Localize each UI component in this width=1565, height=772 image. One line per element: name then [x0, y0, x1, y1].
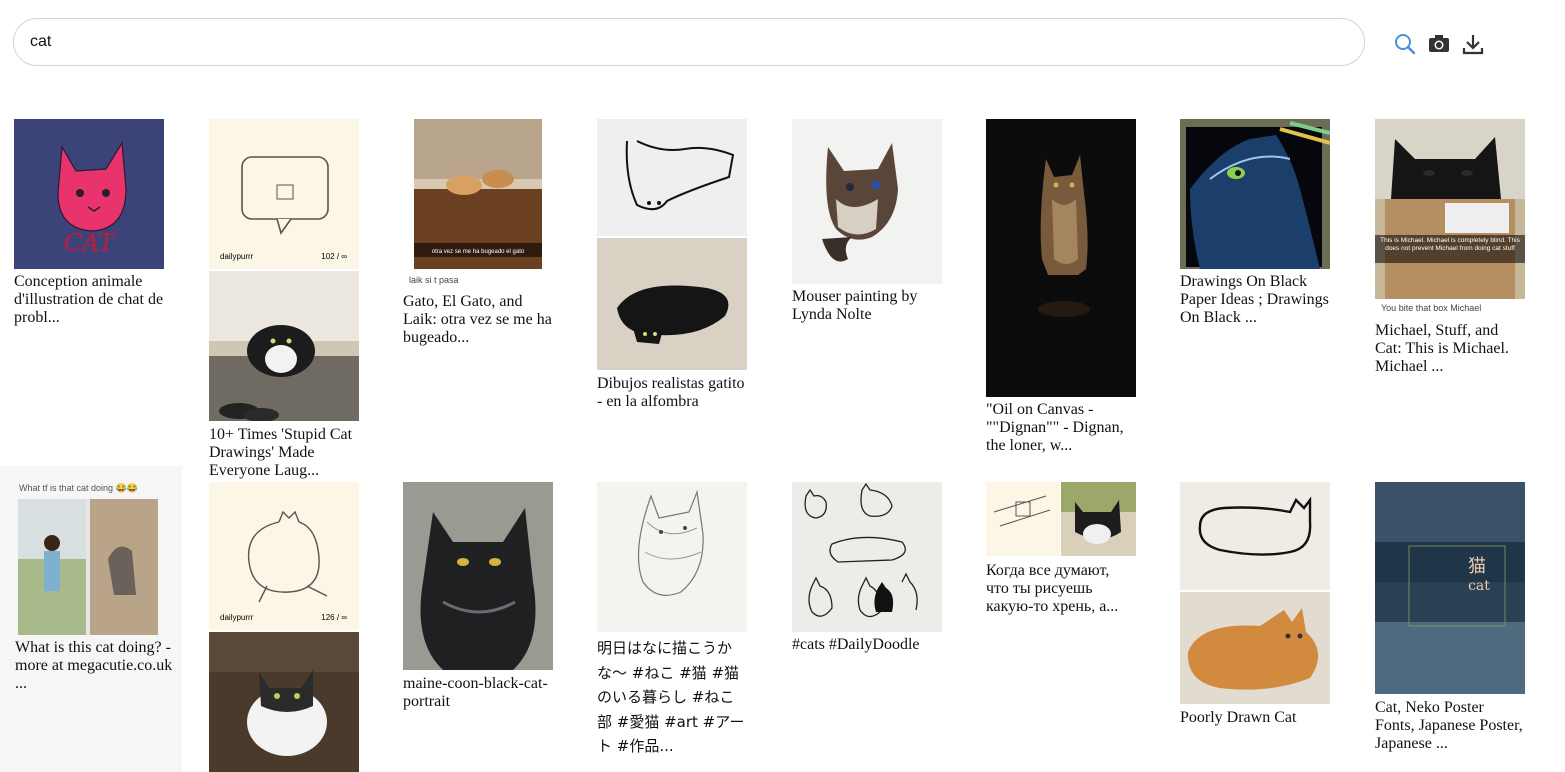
image-count: 102 / ∞ — [321, 252, 347, 261]
result-caption[interactable]: Gato, El Gato, and Laik: otra vez se me … — [403, 293, 552, 346]
result-caption[interactable]: "Oil on Canvas - ""Dignan"" - Dignan, th… — [986, 401, 1124, 454]
result-image[interactable] — [986, 119, 1136, 397]
result-image[interactable]: 猫 cat — [1375, 482, 1525, 694]
download-icon — [1461, 32, 1485, 56]
result-image[interactable] — [986, 482, 1060, 556]
result-image[interactable] — [209, 632, 359, 772]
search-button[interactable] — [1391, 30, 1419, 58]
result-image[interactable]: otra vez se me ha bugeado el gato — [414, 119, 542, 269]
image-text: What tf is that cat doing 😂😂 — [19, 483, 138, 493]
result-caption[interactable]: 明日はなに描こうかな〜 #ねこ #猫 #猫のいる暮らし #ねこ部 #愛猫 #ar… — [597, 639, 745, 755]
result-caption[interactable]: Cat, Neko Poster Fonts, Japanese Poster,… — [1375, 699, 1523, 752]
result-image[interactable]: dailypurrr 126 / ∞ — [209, 482, 359, 630]
camera-search-button[interactable] — [1425, 30, 1453, 58]
result-image[interactable]: dailypurrr 102 / ∞ — [209, 119, 359, 269]
image-count: 126 / ∞ — [321, 613, 347, 622]
result-image[interactable] — [597, 238, 747, 370]
result-caption[interactable]: Когда все думают, что ты рисуешь какую-т… — [986, 562, 1119, 615]
result-caption[interactable]: #cats #DailyDoodle — [792, 636, 920, 653]
image-watermark: dailypurrr — [220, 613, 254, 622]
result-caption[interactable]: Conception animale d'illustration de cha… — [14, 273, 164, 326]
result-image[interactable] — [792, 119, 942, 284]
image-text: This is Michael. Michael is completely b… — [1380, 237, 1520, 252]
result-image[interactable]: CAT — [14, 119, 164, 269]
search-input[interactable] — [30, 30, 1330, 54]
result-image[interactable] — [403, 482, 553, 670]
result-image[interactable] — [18, 499, 158, 635]
search-icon — [1393, 32, 1417, 56]
result-caption[interactable]: Poorly Drawn Cat — [1180, 709, 1297, 726]
result-caption[interactable]: 10+ Times 'Stupid Cat Drawings' Made Eve… — [209, 426, 353, 479]
result-image[interactable] — [1180, 119, 1330, 269]
result-caption[interactable]: maine-coon-black-cat-portrait — [403, 675, 548, 710]
result-caption[interactable]: Dibujos realistas gatito - en la alfombr… — [597, 375, 745, 410]
camera-icon — [1427, 32, 1451, 56]
result-card[interactable]: What tf is that cat doing 😂😂 What is thi… — [0, 466, 182, 772]
result-caption[interactable]: Drawings On Black Paper Ideas ; Drawings… — [1180, 273, 1329, 326]
result-image[interactable]: This is Michael. Michael is completely b… — [1375, 119, 1525, 299]
result-image[interactable] — [1180, 592, 1330, 704]
image-subtext: cat — [1468, 578, 1490, 594]
image-subtext: laik si t pasa — [409, 275, 459, 285]
result-image[interactable] — [1180, 482, 1330, 590]
result-image[interactable] — [597, 119, 747, 236]
image-text: otra vez se me ha bugeado el gato — [432, 249, 525, 255]
image-subtext: You bite that box Michael — [1381, 303, 1482, 313]
result-caption[interactable]: What is this cat doing? - more at megacu… — [15, 639, 173, 692]
result-image[interactable] — [597, 482, 747, 632]
image-text: 猫 — [1468, 556, 1486, 577]
result-caption[interactable]: Michael, Stuff, and Cat: This is Michael… — [1375, 322, 1509, 375]
result-image[interactable] — [792, 482, 942, 632]
search-bar — [13, 18, 1365, 66]
result-caption[interactable]: Mouser painting by Lynda Nolte — [792, 288, 918, 323]
result-image[interactable] — [1061, 482, 1136, 556]
image-watermark: dailypurrr — [220, 252, 254, 261]
image-text: CAT — [64, 229, 116, 257]
download-button[interactable] — [1459, 30, 1487, 58]
result-image[interactable] — [209, 271, 359, 421]
